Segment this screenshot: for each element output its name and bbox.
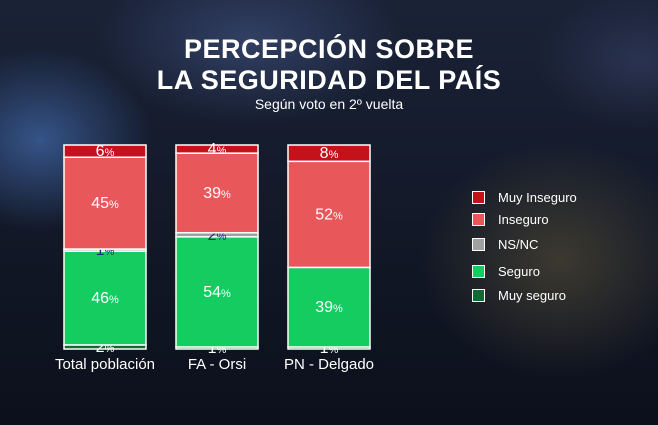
data-label-ns-nc-1: 2% [208, 227, 227, 244]
data-label-inseguro-2: 52% [315, 206, 343, 223]
data-label-inseguro-0: 45% [91, 195, 119, 212]
legend-swatch [472, 190, 485, 204]
data-label-muy-seguro-1: 1% [208, 340, 227, 357]
data-label-muy-seguro-2: 1% [320, 340, 339, 357]
legend-label: Muy Inseguro [498, 189, 577, 205]
legend-swatch [472, 264, 485, 278]
legend-swatch [472, 237, 485, 251]
data-label-seguro-1: 54% [203, 284, 231, 301]
legend-label: Seguro [498, 263, 540, 279]
legend-swatch [472, 212, 485, 226]
bar-segment-inseguro-0 [63, 156, 147, 250]
data-label-muy-seguro-0: 2% [96, 339, 115, 356]
bar-segment-muy-inseguro-2 [287, 144, 371, 163]
data-label-ns-nc-0: 1% [96, 242, 115, 259]
data-label-muy-inseguro-0: 6% [96, 143, 115, 160]
data-label-inseguro-1: 39% [203, 185, 231, 202]
bar-segment-inseguro-1 [175, 152, 259, 234]
category-label-2: PN - Delgado [284, 356, 374, 373]
data-label-muy-inseguro-2: 8% [320, 145, 339, 162]
legend-swatch [472, 288, 485, 302]
data-label-seguro-2: 39% [315, 299, 343, 316]
legend-label: Muy seguro [498, 287, 566, 303]
legend-label: NS/NC [498, 236, 539, 252]
legend-item-muy-inseguro: Muy Inseguro [472, 189, 577, 205]
legend-item-ns-nc: NS/NC [472, 236, 538, 252]
bar-segment-muy-inseguro-1 [175, 144, 259, 154]
data-label-muy-inseguro-1: 4% [208, 141, 227, 158]
chart-title-line-2: LA SEGURIDAD DEL PAÍS [156, 65, 502, 95]
category-label-0: Total población [55, 356, 155, 373]
chart-title-line-1: PERCEPCIÓN SOBRE [183, 34, 475, 64]
bar-segment-inseguro-2 [287, 160, 371, 269]
legend-item-muy-seguro: Muy seguro [472, 287, 566, 303]
chart-subtitle: Según voto en 2º vuelta [254, 96, 404, 112]
legend-item-seguro: Seguro [472, 263, 540, 279]
data-label-seguro-0: 46% [91, 290, 119, 307]
legend-item-inseguro: Inseguro [472, 211, 549, 227]
bar-segment-seguro-2 [287, 266, 371, 348]
bar-segment-seguro-0 [63, 250, 147, 346]
legend-label: Inseguro [498, 211, 549, 227]
category-label-1: FA - Orsi [188, 356, 246, 373]
bar-segment-muy-inseguro-0 [63, 144, 147, 158]
